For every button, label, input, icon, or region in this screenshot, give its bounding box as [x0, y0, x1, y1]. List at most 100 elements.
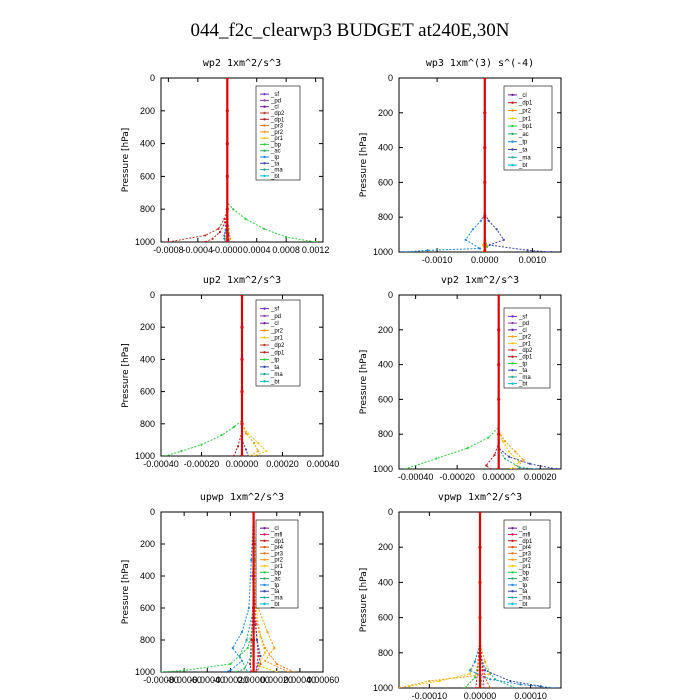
- series-line: [161, 512, 255, 672]
- series-point: [528, 462, 531, 465]
- y-tick-label: 0: [150, 73, 155, 83]
- legend-label: _dp2: [518, 348, 533, 354]
- series-point: [497, 432, 501, 436]
- y-tick-label: 0: [388, 73, 393, 83]
- legend-label: _ac: [270, 149, 281, 155]
- series-line: [405, 295, 500, 469]
- series-point: [225, 78, 229, 80]
- series-point: [463, 686, 466, 688]
- legend-marker: [263, 596, 266, 599]
- legend-label: _ma: [518, 375, 531, 381]
- legend-marker: [511, 156, 514, 159]
- series-point: [426, 249, 429, 252]
- x-tick-label: -0.0008: [153, 245, 184, 255]
- legend-label: _mfl: [270, 532, 282, 538]
- legend-marker: [511, 315, 514, 318]
- series-point: [257, 442, 260, 445]
- legend-label: _pr2: [270, 328, 284, 334]
- legend-label: _pr2: [270, 558, 284, 564]
- series-point: [247, 606, 251, 610]
- series-point: [240, 295, 244, 297]
- series-point: [428, 679, 431, 683]
- legend-marker: [263, 545, 266, 549]
- legend-marker: [511, 101, 514, 104]
- series-point: [507, 455, 511, 458]
- series-point: [262, 227, 266, 230]
- legend-label: _bt: [270, 602, 280, 608]
- series-point: [509, 679, 512, 683]
- chart-title: up2 1xm^2/s^3: [203, 275, 281, 286]
- series-point: [251, 512, 256, 514]
- series-point: [251, 670, 256, 672]
- legend-label: _ta: [518, 148, 528, 154]
- legend-marker: [263, 365, 266, 369]
- series-point: [251, 542, 256, 546]
- legend-label: _pr4: [270, 545, 284, 551]
- x-tick-label: 0.00000: [482, 472, 515, 482]
- legend-label: _tp: [270, 583, 280, 589]
- series-point: [554, 686, 558, 688]
- legend-label: _sf: [518, 314, 527, 320]
- legend-label: _dp1: [518, 539, 533, 545]
- chart-title: upwp 1xm^2/s^3: [200, 492, 284, 503]
- legend-marker: [263, 174, 266, 178]
- series-line: [241, 295, 259, 456]
- series-point: [259, 662, 262, 666]
- legend-marker: [263, 307, 266, 310]
- chart-panel: vpwp 1xm^2/s^3 Pressure [hPa] 0 200 400 600 80…: [359, 492, 562, 700]
- x-tick-label: -0.00010: [412, 691, 448, 700]
- legend-label: _ac: [518, 577, 529, 583]
- series-point: [466, 447, 469, 450]
- series-point: [402, 250, 405, 252]
- legend-marker: [263, 380, 266, 383]
- legend-label: _ac: [518, 132, 529, 138]
- y-axis-label: Pressure [hPa]: [359, 568, 369, 633]
- series-point: [211, 237, 214, 240]
- series-point: [249, 662, 252, 666]
- legend-marker: [511, 526, 514, 530]
- y-tick-label: 200: [378, 325, 393, 335]
- legend-marker: [511, 577, 514, 580]
- series-point: [514, 450, 517, 453]
- series-point: [244, 448, 248, 451]
- x-tick-label: -0.0000: [212, 245, 243, 255]
- series-group: [161, 512, 296, 672]
- series-point: [478, 686, 482, 688]
- x-tick-label: 0.00060: [307, 675, 340, 685]
- legend-marker: [511, 571, 514, 574]
- series-point: [522, 459, 525, 462]
- series-point: [223, 217, 226, 221]
- series-point: [244, 432, 248, 435]
- legend-marker: [263, 533, 266, 536]
- legend-marker: [511, 328, 514, 332]
- series-point: [483, 111, 487, 115]
- series-point: [510, 467, 513, 469]
- legend-marker: [511, 375, 514, 379]
- legend-label: _dp1: [518, 101, 533, 107]
- y-tick-label: 400: [378, 577, 393, 587]
- legend-label: _pr2: [518, 335, 532, 341]
- legend-marker: [263, 143, 266, 146]
- series-point: [483, 146, 487, 150]
- series-point: [225, 174, 229, 178]
- series-group: [163, 295, 268, 456]
- legend-label: _pr1: [270, 136, 284, 142]
- series-point: [251, 638, 256, 642]
- series-point: [218, 231, 222, 234]
- series-point: [240, 422, 244, 426]
- x-tick-label: 0.00020: [524, 472, 557, 482]
- legend-label: _cl: [518, 526, 527, 532]
- x-tick-label: -0.00040: [398, 472, 434, 482]
- chart-title: vp2 1xm^2/s^3: [441, 275, 519, 286]
- y-tick-label: 1000: [135, 237, 155, 247]
- legend-label: _bp1: [518, 124, 533, 130]
- legend-marker: [263, 321, 266, 325]
- series-point: [435, 457, 438, 460]
- legend-label: _tp: [518, 583, 528, 589]
- series-point: [485, 464, 488, 467]
- legend-marker: [263, 358, 266, 361]
- series-point: [243, 667, 246, 670]
- y-tick-label: 600: [378, 394, 393, 404]
- legend-marker: [263, 602, 266, 606]
